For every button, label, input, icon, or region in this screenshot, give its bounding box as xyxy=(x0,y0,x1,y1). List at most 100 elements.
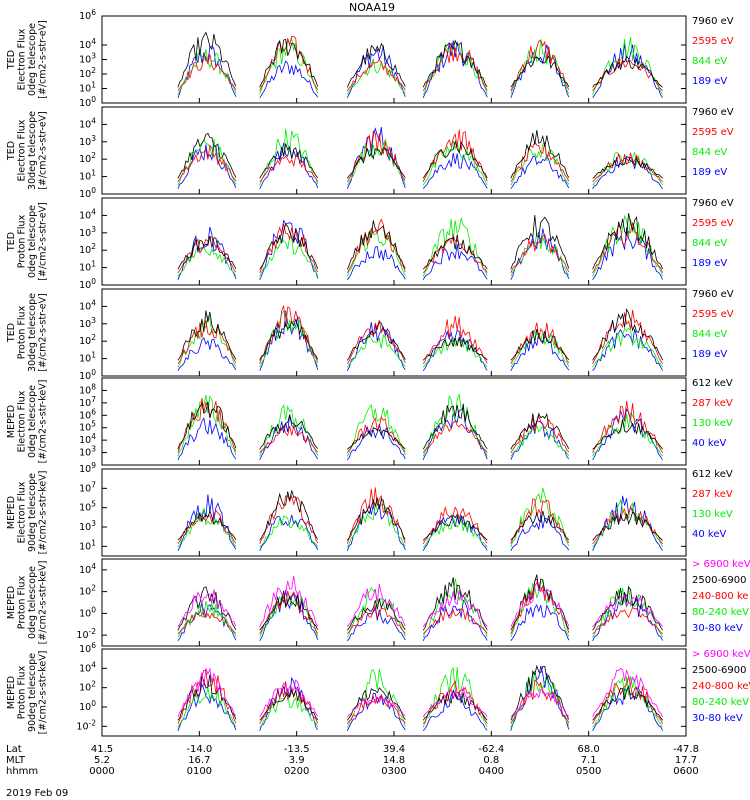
series-trace xyxy=(510,330,570,368)
series-trace xyxy=(592,213,663,270)
series-trace xyxy=(592,606,663,635)
series-trace xyxy=(177,226,237,280)
series-trace xyxy=(259,414,319,460)
series-trace xyxy=(177,310,237,361)
series-trace xyxy=(346,503,406,551)
series-trace xyxy=(510,420,570,460)
series-trace xyxy=(346,334,406,368)
legend-entry: 30-80 keV xyxy=(692,713,743,724)
series-trace xyxy=(177,132,237,179)
panel-4: 100 101 102 103 104 TEDProton Flux30deg teles… xyxy=(6,288,734,382)
y-tick-label: 104 xyxy=(79,116,96,130)
series-trace xyxy=(510,412,570,450)
footer-row-label: hhmm xyxy=(6,766,38,777)
series-trace xyxy=(510,498,570,544)
footer-value: 0000 xyxy=(89,766,114,777)
y-axis-label: TEDElectron Flux30deg telescope[#/cm2-s-… xyxy=(6,111,49,190)
series-trace xyxy=(346,503,406,548)
series-trace xyxy=(592,222,663,274)
series-trace xyxy=(259,679,319,718)
panel-frame xyxy=(101,377,687,466)
series-trace xyxy=(177,314,237,368)
footer-value: 0200 xyxy=(284,766,309,777)
legend-entry: 612 keV xyxy=(692,378,733,389)
legend-entry: 2595 eV xyxy=(692,309,734,320)
y-tick-label: 104 xyxy=(79,207,96,221)
series-trace xyxy=(259,575,319,628)
series-trace xyxy=(592,667,663,718)
legend-entry: 7960 eV xyxy=(692,198,734,209)
series-trace xyxy=(177,144,237,183)
series-trace xyxy=(177,144,237,189)
series-trace xyxy=(259,143,319,179)
series-trace xyxy=(259,128,319,186)
legend-entry: 2500-6900 xyxy=(692,575,747,586)
y-tick-label: 103 xyxy=(79,134,96,148)
legend-entry: 240-800 keV xyxy=(692,681,750,692)
series-trace xyxy=(422,599,488,641)
panel-3: 100 101 102 103 104 TEDProton Flux0deg telesc… xyxy=(6,197,734,291)
series-trace xyxy=(422,40,488,98)
legend-entry: 2595 eV xyxy=(692,218,734,229)
footer-value: 17.7 xyxy=(675,755,697,766)
series-trace xyxy=(177,509,237,541)
series-trace xyxy=(592,594,663,628)
series-trace xyxy=(422,403,488,450)
footer-value: 0400 xyxy=(479,766,504,777)
y-tick-label: 10-2 xyxy=(76,627,96,641)
panel-frame xyxy=(101,197,687,286)
series-trace xyxy=(592,585,663,631)
series-trace xyxy=(592,152,663,183)
series-trace xyxy=(510,130,570,179)
footer-value: 68.0 xyxy=(578,744,600,755)
y-axis-label: MEPEDProton Flux90deg telescope[#/cm2-s-… xyxy=(6,651,49,735)
legend-entry: 287 keV xyxy=(692,489,733,500)
series-trace xyxy=(422,686,488,718)
series-trace xyxy=(422,129,488,182)
series-trace xyxy=(177,607,237,635)
series-trace xyxy=(510,487,570,548)
series-trace xyxy=(592,156,663,190)
series-trace xyxy=(177,337,237,372)
legend-entry: 2595 eV xyxy=(692,36,734,47)
series-trace xyxy=(259,37,319,95)
series-trace xyxy=(510,415,570,454)
y-tick-label: 102 xyxy=(79,333,96,347)
series-trace xyxy=(422,506,488,544)
y-axis-label: TEDProton Flux0deg telescope[#/cm2-s-str… xyxy=(6,202,49,281)
series-trace xyxy=(510,424,570,457)
series-trace xyxy=(592,594,663,641)
y-tick-label: 103 xyxy=(79,225,96,239)
series-trace xyxy=(510,514,570,551)
series-trace xyxy=(177,236,237,270)
y-tick-label: 100 xyxy=(79,95,96,109)
series-trace xyxy=(510,574,570,631)
series-trace xyxy=(346,497,406,541)
series-trace xyxy=(510,39,570,91)
y-tick-label: 100 xyxy=(79,699,96,713)
y-tick-label: 10-2 xyxy=(76,718,96,732)
series-trace xyxy=(346,403,406,457)
series-trace xyxy=(510,689,570,718)
series-trace xyxy=(422,337,488,368)
series-trace xyxy=(177,509,237,545)
footer-value: -13.5 xyxy=(284,744,310,755)
series-trace xyxy=(592,155,663,179)
series-trace xyxy=(422,42,488,92)
legend-entry: 2500-6900 xyxy=(692,665,747,676)
series-trace xyxy=(510,322,570,364)
series-trace xyxy=(592,495,663,551)
series-trace xyxy=(510,510,570,541)
date-label: 2019 Feb 09 xyxy=(6,788,68,799)
legend-entry: > 6900 keV xyxy=(692,649,750,660)
y-tick-label: 101 xyxy=(79,81,96,95)
series-trace xyxy=(422,139,488,179)
series-trace xyxy=(177,320,237,365)
series-trace xyxy=(346,692,406,731)
series-trace xyxy=(346,598,406,631)
series-trace xyxy=(422,516,488,548)
